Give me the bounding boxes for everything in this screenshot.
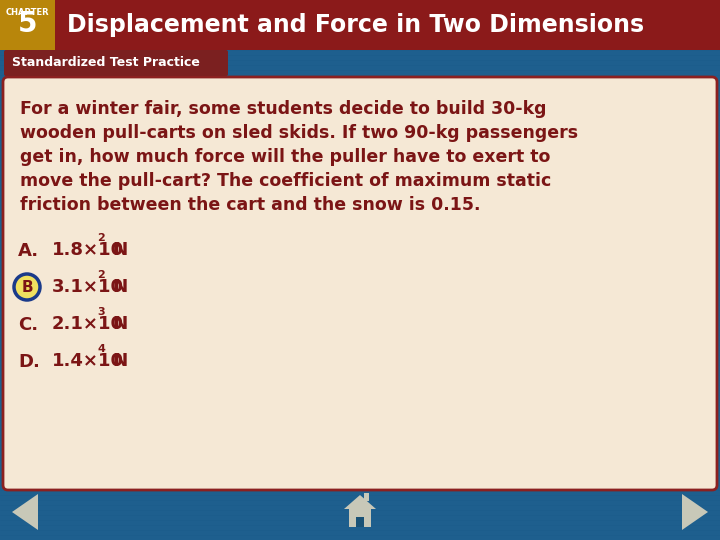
Polygon shape xyxy=(344,495,376,509)
Text: move the pull-cart? The coefficient of maximum static: move the pull-cart? The coefficient of m… xyxy=(20,172,552,190)
Text: B: B xyxy=(21,280,33,294)
Polygon shape xyxy=(12,494,38,530)
Polygon shape xyxy=(682,494,708,530)
Text: 5: 5 xyxy=(18,10,37,38)
Text: 3: 3 xyxy=(98,307,105,317)
Text: wooden pull-carts on sled skids. If two 90-kg passengers: wooden pull-carts on sled skids. If two … xyxy=(20,124,578,142)
Circle shape xyxy=(14,274,40,300)
FancyBboxPatch shape xyxy=(3,77,717,490)
Text: Displacement and Force in Two Dimensions: Displacement and Force in Two Dimensions xyxy=(67,13,644,37)
Text: 2: 2 xyxy=(98,233,105,243)
Text: Standardized Test Practice: Standardized Test Practice xyxy=(12,57,200,70)
Text: A.: A. xyxy=(18,242,39,260)
FancyBboxPatch shape xyxy=(4,50,228,76)
FancyBboxPatch shape xyxy=(356,517,364,527)
Text: N: N xyxy=(107,241,128,259)
Text: get in, how much force will the puller have to exert to: get in, how much force will the puller h… xyxy=(20,148,550,166)
Text: 2: 2 xyxy=(98,270,105,280)
Text: 1.8×10: 1.8×10 xyxy=(52,241,124,259)
Text: 2.1×10: 2.1×10 xyxy=(52,315,124,333)
Text: N: N xyxy=(107,315,128,333)
FancyBboxPatch shape xyxy=(0,0,720,50)
Text: N: N xyxy=(107,352,128,370)
FancyBboxPatch shape xyxy=(364,493,369,501)
Text: N: N xyxy=(107,278,128,296)
Text: 3.1×10: 3.1×10 xyxy=(52,278,124,296)
Text: C.: C. xyxy=(18,316,38,334)
FancyBboxPatch shape xyxy=(0,0,55,50)
Text: 1.4×10: 1.4×10 xyxy=(52,352,124,370)
FancyBboxPatch shape xyxy=(349,509,371,527)
Text: D.: D. xyxy=(18,353,40,371)
Text: friction between the cart and the snow is 0.15.: friction between the cart and the snow i… xyxy=(20,196,480,214)
Text: 4: 4 xyxy=(98,344,105,354)
Text: CHAPTER: CHAPTER xyxy=(6,8,49,17)
Text: For a winter fair, some students decide to build 30-kg: For a winter fair, some students decide … xyxy=(20,100,546,118)
